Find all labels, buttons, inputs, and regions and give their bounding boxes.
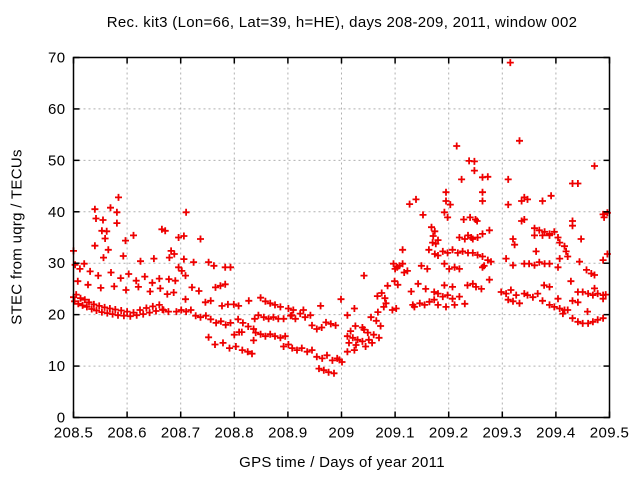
x-tick-label: 209.4 <box>536 425 576 442</box>
x-tick-label: 208.7 <box>161 425 201 442</box>
x-tick-label: 209.1 <box>375 425 415 442</box>
y-tick-label: 30 <box>48 255 66 272</box>
y-tick-label: 20 <box>48 307 66 324</box>
x-tick-label: 209.5 <box>590 425 630 442</box>
y-tick-label: 0 <box>57 410 66 427</box>
x-tick-label: 209.3 <box>483 425 523 442</box>
x-tick-label: 208.6 <box>107 425 147 442</box>
chart-title: Rec. kit3 (Lon=66, Lat=39, h=HE), days 2… <box>106 14 578 31</box>
x-tick-label: 208.5 <box>54 425 94 442</box>
x-tick-label: 209.2 <box>429 425 469 442</box>
x-tick-label: 208.8 <box>215 425 255 442</box>
y-tick-label: 50 <box>48 152 66 169</box>
x-tick-label: 209 <box>328 425 354 442</box>
x-axis-label: GPS time / Days of year 2011 <box>239 454 445 471</box>
y-tick-label: 10 <box>48 358 66 375</box>
x-tick-label: 208.9 <box>268 425 308 442</box>
y-tick-label: 60 <box>48 101 66 118</box>
y-tick-label: 40 <box>48 204 66 221</box>
y-tick-label: 70 <box>48 50 66 67</box>
data-points <box>70 59 611 377</box>
